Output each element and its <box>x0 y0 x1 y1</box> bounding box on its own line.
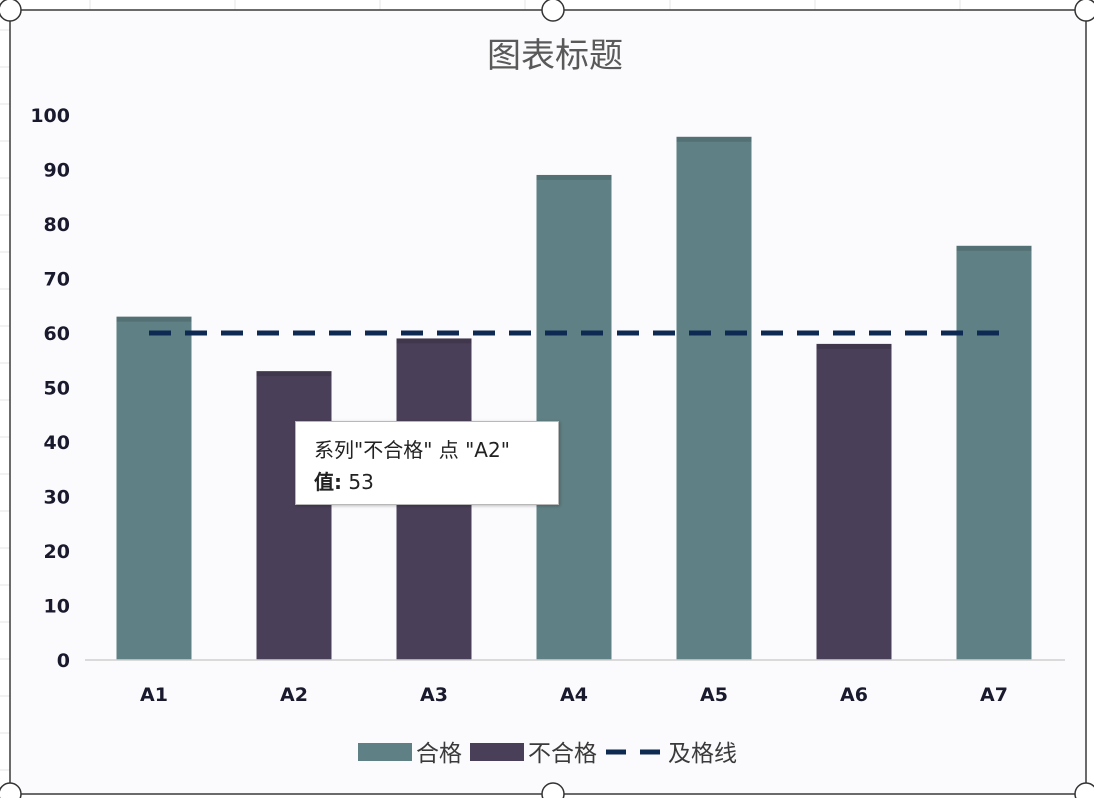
bar-A1[interactable] <box>116 316 192 660</box>
sheet-grid <box>0 0 961 771</box>
resize-handle[interactable] <box>0 0 22 22</box>
resize-handle[interactable] <box>0 782 22 798</box>
data-tooltip: 系列"不合格" 点 "A2" 值: 53 <box>295 421 559 505</box>
resize-handle[interactable] <box>541 782 565 798</box>
y-tick-label: 10 <box>44 596 70 618</box>
bar-A7[interactable] <box>956 245 1032 661</box>
y-tick-label: 30 <box>44 487 70 509</box>
tooltip-value-label: 值: <box>314 470 342 494</box>
bar-top-shade <box>676 136 752 142</box>
chart-title[interactable]: 图表标题 <box>487 36 623 76</box>
x-tick-label: A1 <box>140 684 168 706</box>
bar-top-shade <box>396 338 472 344</box>
legend-label: 合格 <box>416 741 462 767</box>
resize-handle[interactable] <box>1074 0 1094 22</box>
y-tick-label: 80 <box>44 214 70 236</box>
tooltip-series-point: 系列"不合格" 点 "A2" <box>314 438 510 462</box>
y-tick-label: 40 <box>44 432 70 454</box>
legend-swatch <box>358 743 412 761</box>
y-tick-label: 100 <box>30 105 70 127</box>
x-axis[interactable]: A1 A2 A3 A4 A5 A6 A7 <box>140 684 1008 706</box>
legend-swatch <box>470 743 524 761</box>
x-tick-label: A3 <box>420 684 448 706</box>
y-axis[interactable]: 0 10 20 30 40 50 60 70 80 90 100 <box>30 105 70 672</box>
y-tick-label: 20 <box>44 541 70 563</box>
legend-label: 及格线 <box>668 741 737 767</box>
bar-top-shade <box>536 174 612 180</box>
y-tick-label: 0 <box>57 650 70 672</box>
bar-A6[interactable] <box>816 343 892 660</box>
tooltip-value-row: 值: 53 <box>314 466 558 498</box>
bar-A4[interactable] <box>536 174 612 660</box>
legend-label: 不合格 <box>528 741 597 767</box>
resize-handle[interactable] <box>541 0 565 22</box>
resize-handle[interactable] <box>1074 782 1094 798</box>
x-tick-label: A4 <box>560 684 588 706</box>
x-tick-label: A5 <box>700 684 728 706</box>
tooltip-value: 53 <box>348 470 374 494</box>
x-tick-label: A6 <box>840 684 868 706</box>
y-tick-label: 90 <box>44 160 70 182</box>
bar-A5[interactable] <box>676 136 752 661</box>
y-tick-label: 70 <box>44 269 70 291</box>
bar-top-shade <box>816 343 892 349</box>
bar-top-shade <box>956 245 1032 251</box>
bar-top-shade <box>256 371 332 377</box>
y-tick-label: 60 <box>44 323 70 345</box>
x-tick-label: A7 <box>980 684 1008 706</box>
x-tick-label: A2 <box>280 684 308 706</box>
bar-A2[interactable] <box>256 371 332 660</box>
bar-top-shade <box>116 316 192 322</box>
legend[interactable]: 合格 不合格 及格线 <box>358 741 737 767</box>
y-tick-label: 50 <box>44 378 70 400</box>
